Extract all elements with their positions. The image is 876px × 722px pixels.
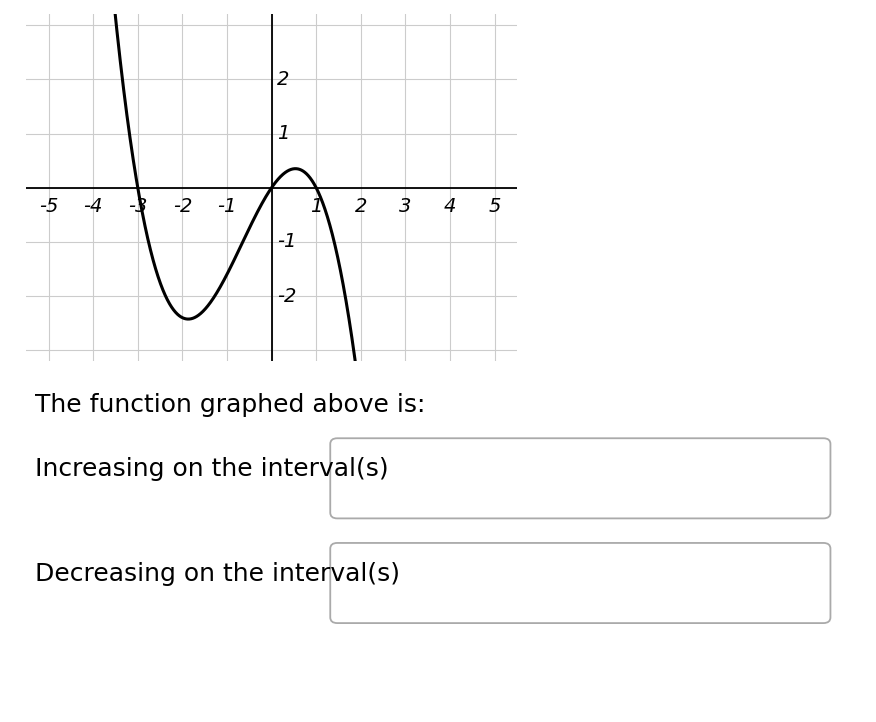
Text: 3: 3 [399, 197, 412, 217]
Text: The function graphed above is:: The function graphed above is: [35, 393, 426, 417]
Text: -1: -1 [277, 232, 296, 251]
Text: -3: -3 [128, 197, 147, 217]
Text: 5: 5 [488, 197, 501, 217]
Text: Decreasing on the interval(s): Decreasing on the interval(s) [35, 562, 400, 586]
Text: 2: 2 [277, 70, 289, 89]
Text: -2: -2 [173, 197, 192, 217]
Text: Increasing on the interval(s): Increasing on the interval(s) [35, 457, 389, 482]
Text: 1: 1 [277, 124, 289, 143]
Text: -2: -2 [277, 287, 296, 305]
Text: 4: 4 [444, 197, 456, 217]
Text: -4: -4 [83, 197, 102, 217]
Text: 1: 1 [310, 197, 322, 217]
Text: -1: -1 [217, 197, 237, 217]
Text: 2: 2 [355, 197, 367, 217]
Text: -5: -5 [39, 197, 59, 217]
